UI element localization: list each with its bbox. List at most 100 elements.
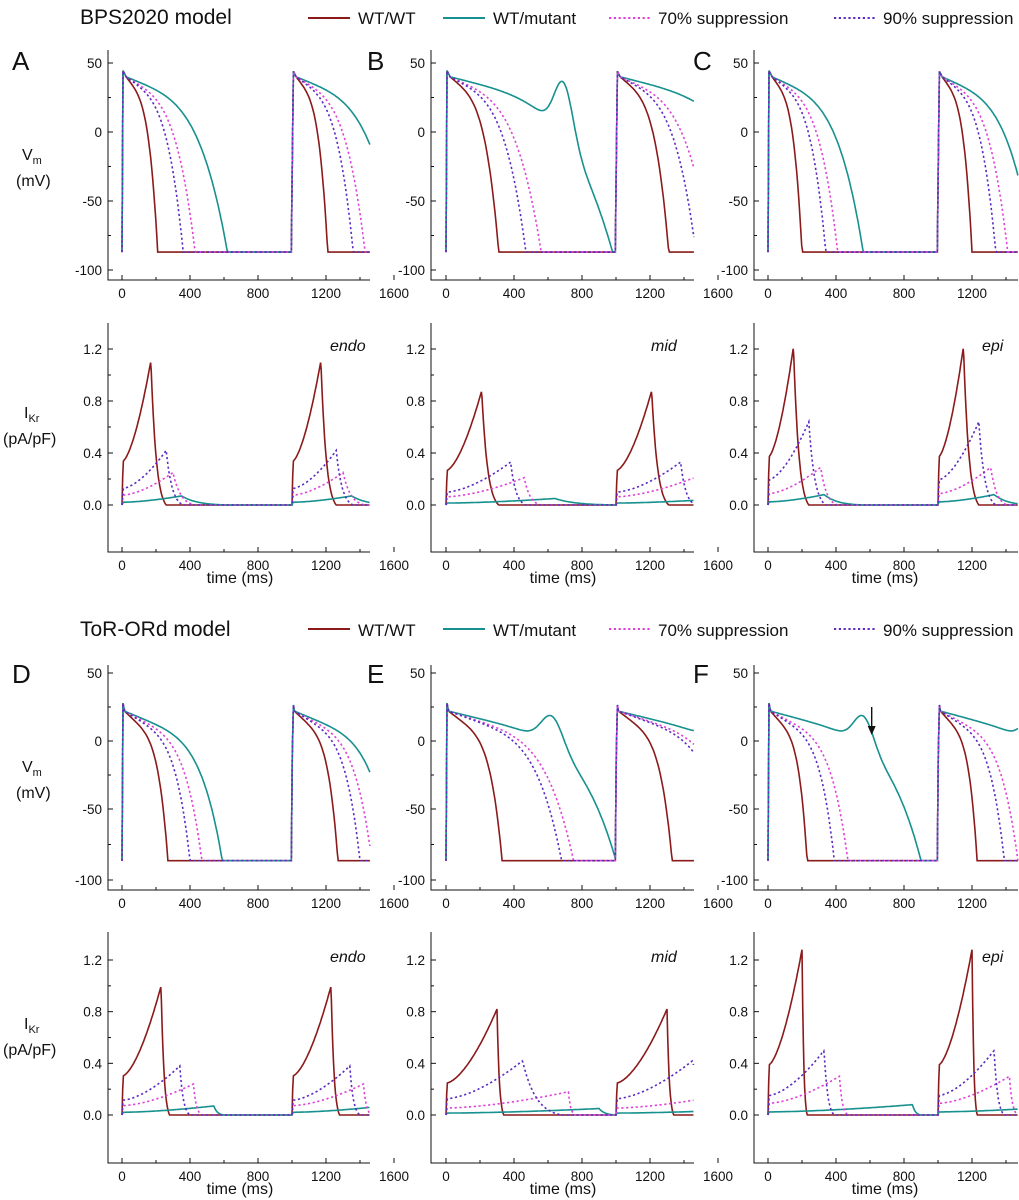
vm-trace-70-suppression-panel-d (121, 702, 371, 862)
x-axis-title: time (ms) (852, 1181, 919, 1198)
x-tick-label: 1200 (311, 896, 341, 911)
vm-tick-label: 0 (740, 125, 748, 140)
x-axis-title: time (ms) (207, 570, 274, 587)
ikr-trace-wt-wt-panel-e (445, 1008, 694, 1116)
panel-letter-f: F (693, 659, 709, 689)
vm-tick-label: -100 (721, 873, 748, 888)
ikr-tick-label: 0.0 (406, 1108, 425, 1123)
region-label-mid: mid (651, 949, 678, 966)
ikr-axis-unit: (pA/pF) (3, 431, 56, 448)
ikr-tick-label: 1.2 (729, 953, 748, 968)
ikr-tick-label: 0.0 (83, 498, 102, 513)
vm-tick-label: 50 (733, 666, 748, 681)
ikr-trace-wt-mutant-panel-d (121, 1105, 370, 1116)
ikr-axis-frame-panel-f (753, 932, 1018, 1164)
region-label-mid: mid (651, 338, 678, 355)
legend-label-wt-mutant: WT/mutant (493, 621, 576, 640)
ikr-tick-label: 0.8 (406, 394, 425, 409)
x-tick-label: 0 (764, 896, 772, 911)
x-tick-label: 1200 (635, 1169, 665, 1184)
x-axis-title: time (ms) (530, 1181, 597, 1198)
ikr-tick-label: 0.0 (406, 498, 425, 513)
x-tick-label: 800 (571, 286, 594, 301)
ikr-axis-frame-panel-b (430, 323, 694, 553)
ikr-trace-90-suppression-panel-b (445, 460, 694, 506)
x-tick-label: 400 (825, 558, 848, 573)
vm-axis-unit: (mV) (16, 173, 51, 190)
ikr-axis-frame-panel-c (753, 323, 1018, 553)
panel-letter-a: A (12, 46, 30, 76)
ikr-tick-label: 0.0 (729, 498, 748, 513)
ikr-tick-label: 0.8 (83, 394, 102, 409)
ikr-tick-label: 1.2 (729, 342, 748, 357)
x-tick-label: 1600 (379, 558, 409, 573)
vm-tick-label: -50 (405, 194, 425, 209)
x-tick-label: 1200 (311, 286, 341, 301)
x-tick-label: 800 (893, 286, 916, 301)
x-tick-label: 0 (764, 1169, 772, 1184)
x-tick-label: 1600 (379, 286, 409, 301)
x-tick-label: 400 (825, 286, 848, 301)
panel-letter-d: D (12, 659, 31, 689)
vm-tick-label: 50 (410, 666, 425, 681)
ikr-trace-90-suppression-panel-c (767, 418, 1018, 506)
region-label-endo: endo (330, 338, 366, 355)
ead-arrow-head (867, 726, 876, 735)
x-tick-label: 400 (503, 1169, 526, 1184)
vm-tick-label: 0 (94, 734, 102, 749)
vm-tick-label: 50 (87, 666, 102, 681)
x-tick-label: 0 (118, 286, 126, 301)
x-axis-title: time (ms) (207, 1181, 274, 1198)
ikr-tick-label: 0.4 (83, 446, 102, 461)
region-label-epi: epi (982, 949, 1004, 966)
x-tick-label: 0 (442, 286, 450, 301)
vm-trace-90-suppression-panel-d (121, 702, 370, 862)
ikr-axis-title: IKr (24, 1016, 40, 1036)
x-tick-label: 1600 (703, 286, 733, 301)
x-tick-label: 1200 (311, 1169, 341, 1184)
section-title-tor-ord: ToR-ORd model (80, 618, 231, 641)
x-tick-label: 1200 (635, 896, 665, 911)
vm-tick-label: 0 (417, 734, 425, 749)
x-tick-label: 1600 (703, 1169, 733, 1184)
vm-tick-label: -50 (405, 802, 425, 817)
vm-tick-label: 50 (733, 56, 748, 71)
vm-trace-wt-mutant-panel-e (445, 702, 695, 861)
vm-trace-70-suppression-panel-a (121, 70, 370, 253)
ikr-tick-label: 0.4 (406, 446, 425, 461)
vm-tick-label: -100 (398, 873, 425, 888)
ikr-trace-90-suppression-panel-f (767, 1048, 1018, 1116)
x-tick-label: 400 (179, 558, 202, 573)
x-tick-label: 1200 (957, 558, 987, 573)
ikr-tick-label: 0.4 (729, 1056, 748, 1071)
ikr-tick-label: 0.0 (83, 1108, 102, 1123)
ikr-tick-label: 0.8 (729, 394, 748, 409)
x-tick-label: 1200 (635, 558, 665, 573)
vm-trace-wt-wt-panel-b (445, 70, 694, 253)
x-tick-label: 400 (179, 1169, 202, 1184)
vm-tick-label: 50 (410, 56, 425, 71)
x-axis-title: time (ms) (530, 570, 597, 587)
vm-tick-label: 0 (94, 125, 102, 140)
x-tick-label: 0 (442, 896, 450, 911)
x-tick-label: 1200 (635, 286, 665, 301)
ikr-tick-label: 1.2 (83, 953, 102, 968)
ikr-trace-wt-mutant-panel-a (121, 495, 370, 506)
vm-axis-frame-panel-d (107, 665, 370, 891)
ikr-trace-wt-wt-panel-c (767, 348, 1018, 506)
ikr-axis-frame-panel-a (107, 323, 370, 553)
ikr-trace-wt-mutant-panel-f (767, 1103, 1018, 1116)
x-tick-label: 0 (118, 558, 126, 573)
legend-label-wt-mutant: WT/mutant (493, 9, 576, 28)
x-tick-label: 800 (893, 558, 916, 573)
ikr-tick-label: 0.8 (729, 1005, 748, 1020)
region-label-epi: epi (982, 338, 1004, 355)
x-tick-label: 800 (247, 1169, 270, 1184)
ikr-tick-label: 0.8 (83, 1005, 102, 1020)
ikr-axis-title: IKr (24, 405, 40, 425)
panel-letter-b: B (367, 46, 384, 76)
ikr-trace-wt-mutant-panel-b (445, 497, 694, 506)
panel-letter-c: C (693, 46, 712, 76)
axes-layer (107, 17, 1018, 1164)
